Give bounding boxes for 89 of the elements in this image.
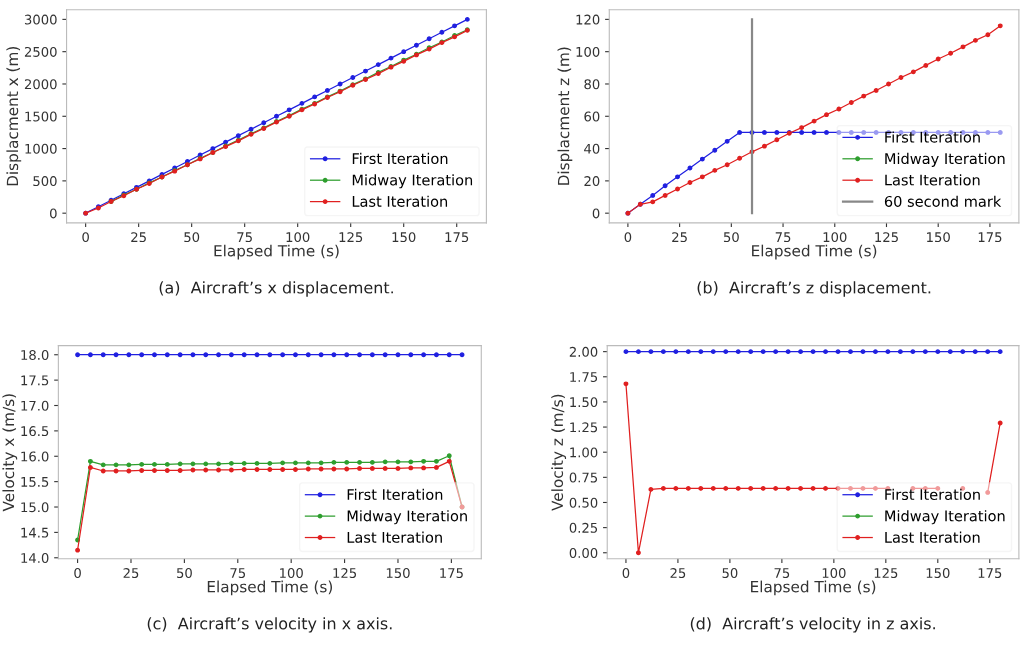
y-tick-label: 20 xyxy=(584,176,600,187)
y-axis-title: Velocity x (m/s) xyxy=(2,394,18,512)
y-axis-title: Velocity z (m/s) xyxy=(551,394,567,511)
y-tick-label: 500 xyxy=(33,176,57,187)
y-tick-label: 3000 xyxy=(24,14,57,25)
y-tick-label: 1.25 xyxy=(570,422,598,433)
legend-label: Midway Iteration xyxy=(347,510,467,525)
x-tick-label: 25 xyxy=(672,232,687,243)
x-tick-label: 100 xyxy=(822,568,846,579)
legend-label: First Iteration xyxy=(885,488,980,501)
x-tick-label: 50 xyxy=(722,568,738,579)
x-tick-label: 0 xyxy=(624,232,632,243)
x-tick-label: 50 xyxy=(723,232,739,243)
y-tick-label: 17.5 xyxy=(21,375,49,386)
x-tick-label: 175 xyxy=(978,568,1002,579)
y-tick-label: 0 xyxy=(592,208,600,219)
legend-label: Midway Iteration xyxy=(352,174,473,189)
text: (a) Aircraft’s x displacement. xyxy=(159,281,393,297)
y-tick-label: 16.5 xyxy=(21,426,49,437)
x-tick-label: 75 xyxy=(230,568,246,579)
x-tick-label: 150 xyxy=(392,232,416,243)
y-tick-label: 2.00 xyxy=(569,346,598,357)
legend-label: Midway Iteration xyxy=(885,152,1005,167)
y-tick-label: 14.0 xyxy=(21,552,49,563)
x-tick-label: 175 xyxy=(978,232,1002,243)
x-axis-title: Elapsed Time (s) xyxy=(214,244,339,260)
y-tick-label: 17.0 xyxy=(21,400,49,411)
legend-label: Last Iteration xyxy=(885,531,980,543)
text: (d) Aircraft’s velocity in z axis. xyxy=(690,617,935,633)
x-tick-label: 125 xyxy=(874,568,898,579)
y-tick-label: 1.50 xyxy=(570,397,598,408)
y-tick-label: 15.5 xyxy=(21,477,49,487)
y-tick-label: 0.50 xyxy=(569,497,598,508)
x-tick-label: 50 xyxy=(177,568,192,579)
x-tick-label: 100 xyxy=(286,232,310,243)
x-tick-label: 50 xyxy=(184,232,200,243)
y-tick-label: 0.75 xyxy=(569,472,598,483)
y-tick-label: 2000 xyxy=(24,79,57,90)
legend-label: First Iteration xyxy=(885,131,980,143)
y-tick-label: 0.25 xyxy=(569,522,598,533)
legend-label: Midway Iteration xyxy=(885,510,1005,525)
x-tick-label: 25 xyxy=(131,232,146,243)
x-tick-label: 75 xyxy=(774,568,790,579)
y-tick-label: 120 xyxy=(576,14,600,25)
x-tick-label: 100 xyxy=(823,232,847,243)
y-tick-label: 40 xyxy=(584,143,600,154)
x-tick-label: 175 xyxy=(440,568,463,579)
legend-label: First Iteration xyxy=(352,152,448,165)
x-tick-label: 125 xyxy=(333,568,357,579)
x-tick-label: 125 xyxy=(339,232,363,243)
x-axis-title: Elapsed Time (s) xyxy=(752,244,877,260)
y-tick-label: 2500 xyxy=(24,46,57,57)
x-tick-label: 25 xyxy=(123,568,139,579)
y-tick-label: 60 xyxy=(584,111,600,122)
y-tick-label: 16.0 xyxy=(21,451,49,462)
legend-label: Last Iteration xyxy=(885,174,980,186)
x-tick-label: 175 xyxy=(445,232,469,243)
x-tick-label: 75 xyxy=(237,232,252,243)
x-tick-label: 150 xyxy=(927,232,950,243)
y-tick-label: 1.00 xyxy=(570,447,598,458)
text: (b) Aircraft’s z displacement. xyxy=(697,281,931,297)
x-tick-label: 0 xyxy=(82,232,89,243)
y-axis-title: Displacment x (m) xyxy=(6,47,22,186)
legend-label: First Iteration xyxy=(347,488,443,501)
y-axis-title: Displacment z (m) xyxy=(557,47,573,185)
y-tick-label: 80 xyxy=(584,79,600,90)
legend-label: 60 second mark xyxy=(884,195,1002,207)
y-tick-label: 1000 xyxy=(25,143,57,154)
x-tick-label: 150 xyxy=(926,568,950,579)
y-tick-label: 0.00 xyxy=(569,547,598,558)
x-tick-label: 100 xyxy=(280,568,303,579)
legend-label: Last Iteration xyxy=(352,195,448,207)
x-axis-title: Elapsed Time (s) xyxy=(751,580,876,596)
x-tick-label: 125 xyxy=(875,232,898,243)
x-tick-label: 75 xyxy=(775,232,791,243)
y-tick-label: 100 xyxy=(576,46,600,57)
text: (c) Aircraft’s velocity in x axis. xyxy=(147,617,392,633)
y-tick-label: 14.5 xyxy=(21,527,49,538)
y-tick-label: 1500 xyxy=(25,111,57,122)
legend-label: Last Iteration xyxy=(347,531,442,543)
x-axis-title: Elapsed Time (s) xyxy=(207,580,333,596)
y-tick-label: 1.75 xyxy=(570,372,598,382)
y-tick-label: 15.0 xyxy=(21,502,49,513)
y-tick-label: 0 xyxy=(50,208,57,219)
x-tick-label: 150 xyxy=(386,568,410,579)
y-tick-label: 18.0 xyxy=(21,349,49,360)
x-tick-label: 0 xyxy=(622,568,630,579)
x-tick-label: 25 xyxy=(670,568,686,579)
x-tick-label: 0 xyxy=(74,568,81,579)
